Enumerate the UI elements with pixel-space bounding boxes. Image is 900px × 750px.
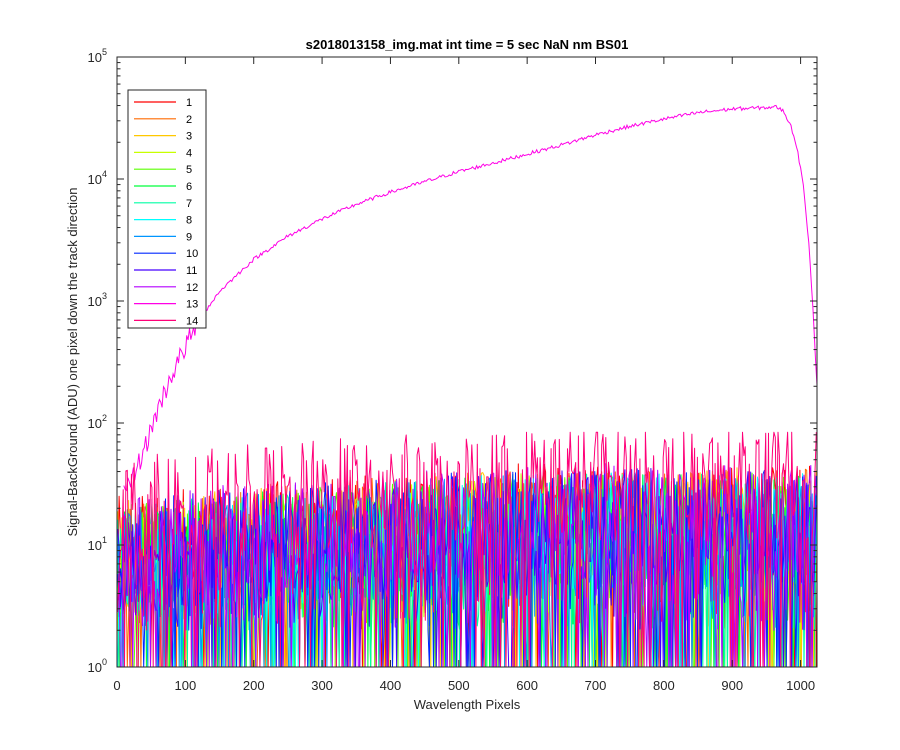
x-tick-label: 100	[175, 678, 197, 693]
x-tick-label: 900	[721, 678, 743, 693]
x-axis-label: Wavelength Pixels	[414, 697, 521, 712]
legend-label-3: 3	[186, 131, 192, 143]
y-axis-label: Signal-BackGround (ADU) one pixel down t…	[65, 187, 80, 536]
y-tick-label: 101	[88, 535, 107, 553]
axes-box	[116, 56, 818, 668]
legend-label-1: 1	[186, 97, 192, 109]
x-tick-label: 800	[653, 678, 675, 693]
x-tick-label: 300	[311, 678, 333, 693]
legend-label-11: 11	[186, 265, 197, 277]
x-tick-label: 1000	[786, 678, 815, 693]
y-tick-label: 100	[88, 657, 107, 675]
legend-label-9: 9	[186, 231, 192, 243]
y-tick-label: 105	[88, 47, 107, 65]
legend-box	[127, 89, 207, 329]
series-layer	[117, 104, 818, 668]
series-line-14	[117, 431, 817, 668]
legend-label-14: 14	[186, 315, 198, 327]
y-tick-label: 103	[88, 291, 107, 309]
legend-label-5: 5	[186, 164, 192, 176]
x-tick-label: 400	[380, 678, 402, 693]
x-tick-label: 0	[113, 678, 120, 693]
series-line-13	[123, 104, 818, 492]
legend-label-6: 6	[186, 181, 192, 193]
legend-label-4: 4	[186, 147, 192, 159]
legend-label-8: 8	[186, 215, 192, 227]
x-tick-label: 600	[516, 678, 538, 693]
legend-label-12: 12	[186, 282, 198, 294]
legend-label-7: 7	[186, 198, 192, 210]
x-tick-label: 500	[448, 678, 470, 693]
y-tick-label: 102	[88, 413, 107, 431]
legend-label-2: 2	[186, 114, 192, 126]
legend-label-13: 13	[186, 299, 198, 311]
y-tick-label: 104	[88, 169, 107, 187]
x-tick-label: 200	[243, 678, 265, 693]
tick-layer: 0 100 200 300 400 500 600 700 800 900 100010010110…	[88, 47, 817, 693]
legend-label-10: 10	[186, 248, 198, 260]
x-tick-label: 700	[585, 678, 607, 693]
chart-title: s2018013158_img.mat int time = 5 sec NaN…	[306, 37, 629, 52]
